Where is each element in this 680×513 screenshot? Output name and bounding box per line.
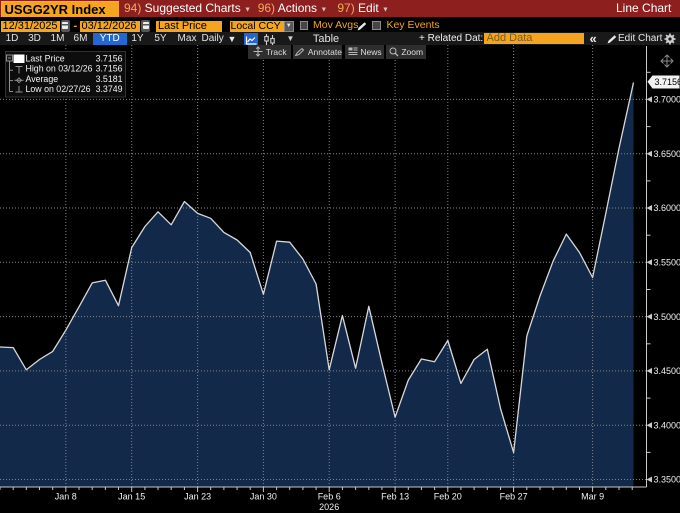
svg-text:Low on 02/27/26: Low on 02/27/26 — [26, 84, 91, 94]
svg-text:Last Price: Last Price — [26, 53, 65, 63]
svg-text:3.7156: 3.7156 — [655, 77, 680, 87]
svg-text:3.4500: 3.4500 — [654, 366, 680, 376]
svg-text:Jan 30: Jan 30 — [250, 492, 277, 502]
svg-text:3.4000: 3.4000 — [654, 420, 680, 430]
svg-text:3.3749: 3.3749 — [96, 84, 123, 94]
svg-text:Average: Average — [26, 74, 59, 84]
svg-text:3.6000: 3.6000 — [654, 203, 680, 213]
svg-text:3.5181: 3.5181 — [96, 74, 123, 84]
svg-text:Feb 27: Feb 27 — [500, 492, 528, 502]
svg-text:Feb 13: Feb 13 — [381, 492, 409, 502]
svg-text:Jan 8: Jan 8 — [55, 492, 77, 502]
svg-text:3.7000: 3.7000 — [654, 95, 680, 105]
svg-text:3.7156: 3.7156 — [96, 53, 123, 63]
svg-text:3.7156: 3.7156 — [96, 64, 123, 74]
svg-text:Feb 20: Feb 20 — [434, 492, 462, 502]
svg-text:Jan 15: Jan 15 — [118, 492, 145, 502]
svg-text:Mar 9: Mar 9 — [581, 492, 604, 502]
svg-text:Jan 23: Jan 23 — [184, 492, 211, 502]
svg-text:3.5500: 3.5500 — [654, 258, 680, 268]
svg-text:Feb 6: Feb 6 — [318, 492, 341, 502]
svg-text:3.6500: 3.6500 — [654, 149, 680, 159]
svg-text:High on 03/12/26: High on 03/12/26 — [26, 64, 93, 74]
svg-text:2026: 2026 — [319, 502, 339, 512]
svg-text:3.5000: 3.5000 — [654, 312, 680, 322]
svg-text:3.3500: 3.3500 — [654, 475, 680, 485]
